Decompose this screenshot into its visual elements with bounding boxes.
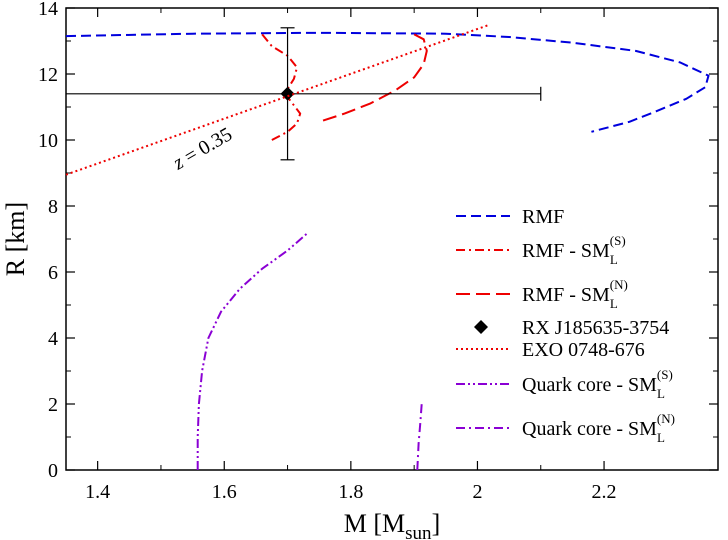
legend-label-rx-j185635-3754: RX J185635-3754 bbox=[522, 317, 669, 339]
legend-label-rmf-sm-l-s: RMF - SML(S) bbox=[522, 233, 626, 267]
legend-label-quark-core-sm-l-n: Quark core - SML(N) bbox=[522, 411, 675, 445]
series-line-rmf-sm-l-n bbox=[318, 33, 428, 123]
series-line-rmf-sm-l-s bbox=[261, 33, 302, 143]
series-layer bbox=[65, 23, 710, 471]
y-tick-label: 12 bbox=[38, 64, 58, 86]
y-tick-label: 6 bbox=[48, 262, 58, 284]
series-line-quark-core-sm-l-s bbox=[196, 233, 308, 470]
redshift-annotation: z = 0.35 bbox=[169, 123, 236, 175]
series-line-rmf bbox=[65, 31, 710, 133]
legend-label-exo-0748-676: EXO 0748-676 bbox=[522, 339, 645, 361]
y-tick-label: 8 bbox=[48, 196, 58, 218]
y-tick-label: 10 bbox=[38, 130, 58, 152]
legend-marker-rx-j185635-3754 bbox=[474, 320, 488, 334]
x-tick-label: 1.6 bbox=[212, 481, 237, 503]
x-tick-label: 2.2 bbox=[592, 481, 617, 503]
legend-label-rmf: RMF bbox=[522, 206, 564, 228]
x-tick-label: 1.4 bbox=[85, 481, 110, 503]
y-tick-label: 14 bbox=[38, 0, 58, 20]
legend-label-rmf-sm-l-n: RMF - SML(N) bbox=[522, 277, 628, 311]
series-line-exo-0748-676 bbox=[65, 23, 491, 176]
x-axis-title: M [Msun] bbox=[344, 509, 440, 540]
y-tick-label: 2 bbox=[48, 394, 58, 416]
x-tick-label: 2 bbox=[472, 481, 482, 503]
series-line-quark-core-sm-l-n bbox=[416, 402, 423, 471]
y-axis-title: R [km] bbox=[1, 202, 30, 276]
legend: RMF RMF - SML(S) RMF - SML(N) RX J185635-37… bbox=[456, 206, 675, 445]
y-tick-label: 4 bbox=[48, 328, 58, 350]
axis-ticks: 1.4 1.6 1.8 2 2.2 0 2 4 6 8 10 12 14 bbox=[38, 0, 718, 503]
x-tick-label: 1.8 bbox=[338, 481, 363, 503]
legend-label-quark-core-sm-l-s: Quark core - SML(S) bbox=[522, 367, 673, 401]
y-tick-label: 0 bbox=[48, 460, 58, 482]
